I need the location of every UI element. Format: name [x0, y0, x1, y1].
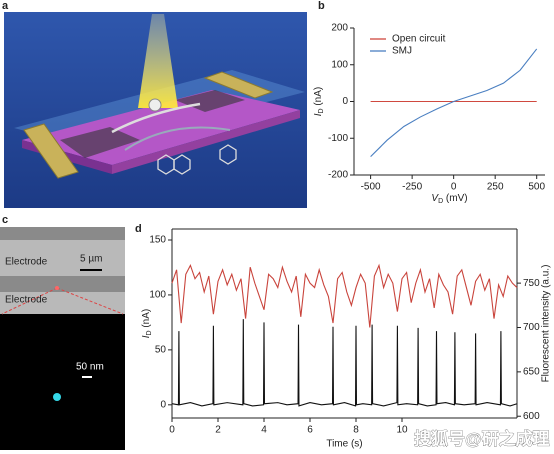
x-tick-label: 0 — [451, 182, 457, 193]
y-tick-label: -200 — [328, 170, 348, 181]
x-tick-label: 6 — [307, 425, 313, 436]
fluorescence-image — [0, 314, 125, 450]
graphene-left — [60, 127, 140, 158]
panel-label: d — [135, 223, 142, 235]
x-axis-label: Time (s) — [326, 439, 362, 450]
molecule-structure — [157, 144, 237, 175]
x-tick-label: 8 — [353, 425, 359, 436]
electrode-label: Electrode — [5, 295, 48, 306]
x-tick-label: 4 — [261, 425, 267, 436]
x-axis-label-symbol: V — [431, 193, 439, 204]
y-tick-label: 200 — [331, 23, 348, 34]
x-tick-label: 500 — [528, 182, 545, 193]
junction — [55, 286, 59, 290]
y2-tick-label: 750 — [523, 278, 540, 289]
molecule — [111, 102, 201, 134]
y-axis-label: ID (nA) — [141, 309, 153, 339]
x-tick-label: 250 — [487, 182, 504, 193]
y-tick-label: 150 — [149, 235, 166, 246]
micrograph: Electrode 5 µm Electrode 50 nm — [0, 227, 125, 450]
x-tick-label: 10 — [396, 425, 408, 436]
y2-tick-label: 700 — [523, 322, 540, 333]
x-tick-label: -250 — [402, 182, 422, 193]
series-line — [171, 263, 518, 328]
y-axis-label: ID (nA) — [313, 87, 325, 117]
x-axis-label-subscript: D — [438, 198, 443, 205]
y-tick-label: 0 — [342, 96, 348, 107]
electrode-band — [0, 292, 125, 314]
x-tick-label: 2 — [215, 425, 221, 436]
x-axis-label-unit: (mV) — [443, 193, 467, 204]
y2-tick-label: 650 — [523, 366, 540, 377]
y-axis-label-unit: (nA) — [313, 87, 324, 109]
y-tick-label: -100 — [328, 133, 348, 144]
series-line — [171, 319, 518, 407]
y-axis-label-symbol: I — [141, 335, 152, 338]
y2-axis-label: Fluorescent intensity (a.u.) — [541, 265, 552, 383]
x-tick-label: 0 — [169, 425, 175, 436]
panel-label: c — [2, 214, 8, 226]
y-axis-label-symbol: I — [313, 113, 324, 116]
y2-tick-label: 600 — [523, 411, 540, 422]
y-axis-label-subscript: D — [318, 108, 325, 113]
x-tick-label: -500 — [361, 182, 381, 193]
series-line — [370, 48, 538, 158]
legend-label: Open circuit — [392, 34, 446, 45]
panel-label: b — [318, 0, 325, 12]
y-tick-label: 100 — [149, 290, 166, 301]
y-axis-label-unit: (nA) — [141, 309, 152, 331]
emitter — [148, 98, 162, 112]
electrode-left — [23, 123, 79, 179]
schematic — [4, 12, 307, 208]
light-beam — [138, 14, 178, 108]
legend-label: SMJ — [392, 46, 412, 57]
substrate-front — [112, 110, 300, 174]
zoom-line — [1, 287, 58, 315]
y-tick-label: 100 — [331, 59, 348, 70]
zoom-line — [56, 287, 124, 315]
y-tick-label: 50 — [155, 345, 167, 356]
electrode-right — [203, 71, 274, 99]
x-axis-label: VD (mV) — [431, 193, 467, 205]
y-axis-label-subscript: D — [146, 330, 153, 335]
electrode-band — [0, 240, 125, 276]
callout — [124, 126, 231, 151]
panel-label: a — [2, 0, 9, 12]
electrode-label: Electrode — [5, 257, 48, 268]
scale-label: 50 nm — [76, 362, 104, 373]
watermark: 搜狐号@研之成理 — [414, 428, 550, 448]
scale-label: 5 µm — [80, 254, 102, 265]
y-tick-label: 0 — [160, 399, 166, 410]
emission-spot — [53, 393, 61, 401]
